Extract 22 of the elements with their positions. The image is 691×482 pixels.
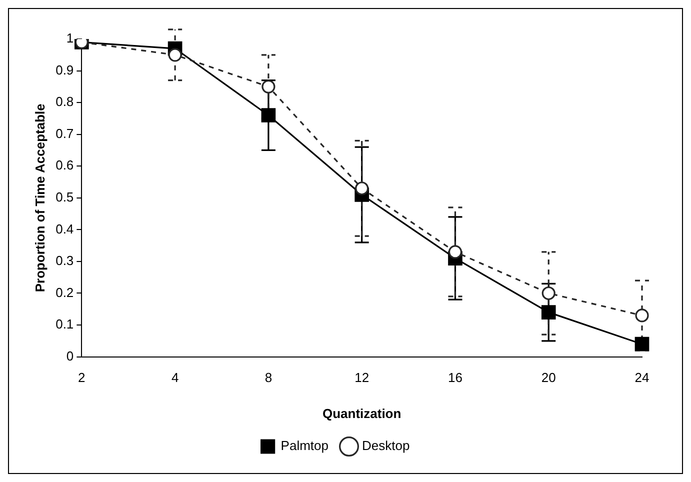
y-axis-title: Proportion of Time Acceptable bbox=[32, 104, 48, 292]
x-tick-label: 24 bbox=[634, 370, 650, 386]
y-tick-label: 0.6 bbox=[56, 158, 74, 173]
y-tick-label: 0.9 bbox=[56, 62, 74, 78]
y-tick-label: 0.5 bbox=[56, 189, 74, 204]
y-tick-label: 0.3 bbox=[56, 253, 74, 268]
legend-label: Palmtop bbox=[280, 438, 329, 454]
y-tick-label: 1 bbox=[66, 30, 74, 46]
legend-label: Desktop bbox=[362, 438, 410, 454]
y-tick-label: 0.7 bbox=[56, 126, 74, 141]
x-tick-label: 16 bbox=[448, 370, 462, 386]
y-tick-label: 0.2 bbox=[56, 284, 74, 300]
y-tick-label: 0 bbox=[66, 348, 74, 364]
x-tick-label: 4 bbox=[171, 370, 179, 386]
x-tick-label: 2 bbox=[78, 370, 86, 386]
x-tick-label: 20 bbox=[541, 370, 556, 386]
y-tick-label: 0.4 bbox=[56, 221, 74, 236]
x-axis-title: Quantization bbox=[322, 406, 402, 421]
y-tick-label: 0.8 bbox=[56, 94, 74, 110]
x-tick-label: 12 bbox=[354, 370, 370, 386]
y-tick-label: 0.1 bbox=[56, 316, 74, 332]
x-tick-label: 8 bbox=[264, 370, 272, 386]
